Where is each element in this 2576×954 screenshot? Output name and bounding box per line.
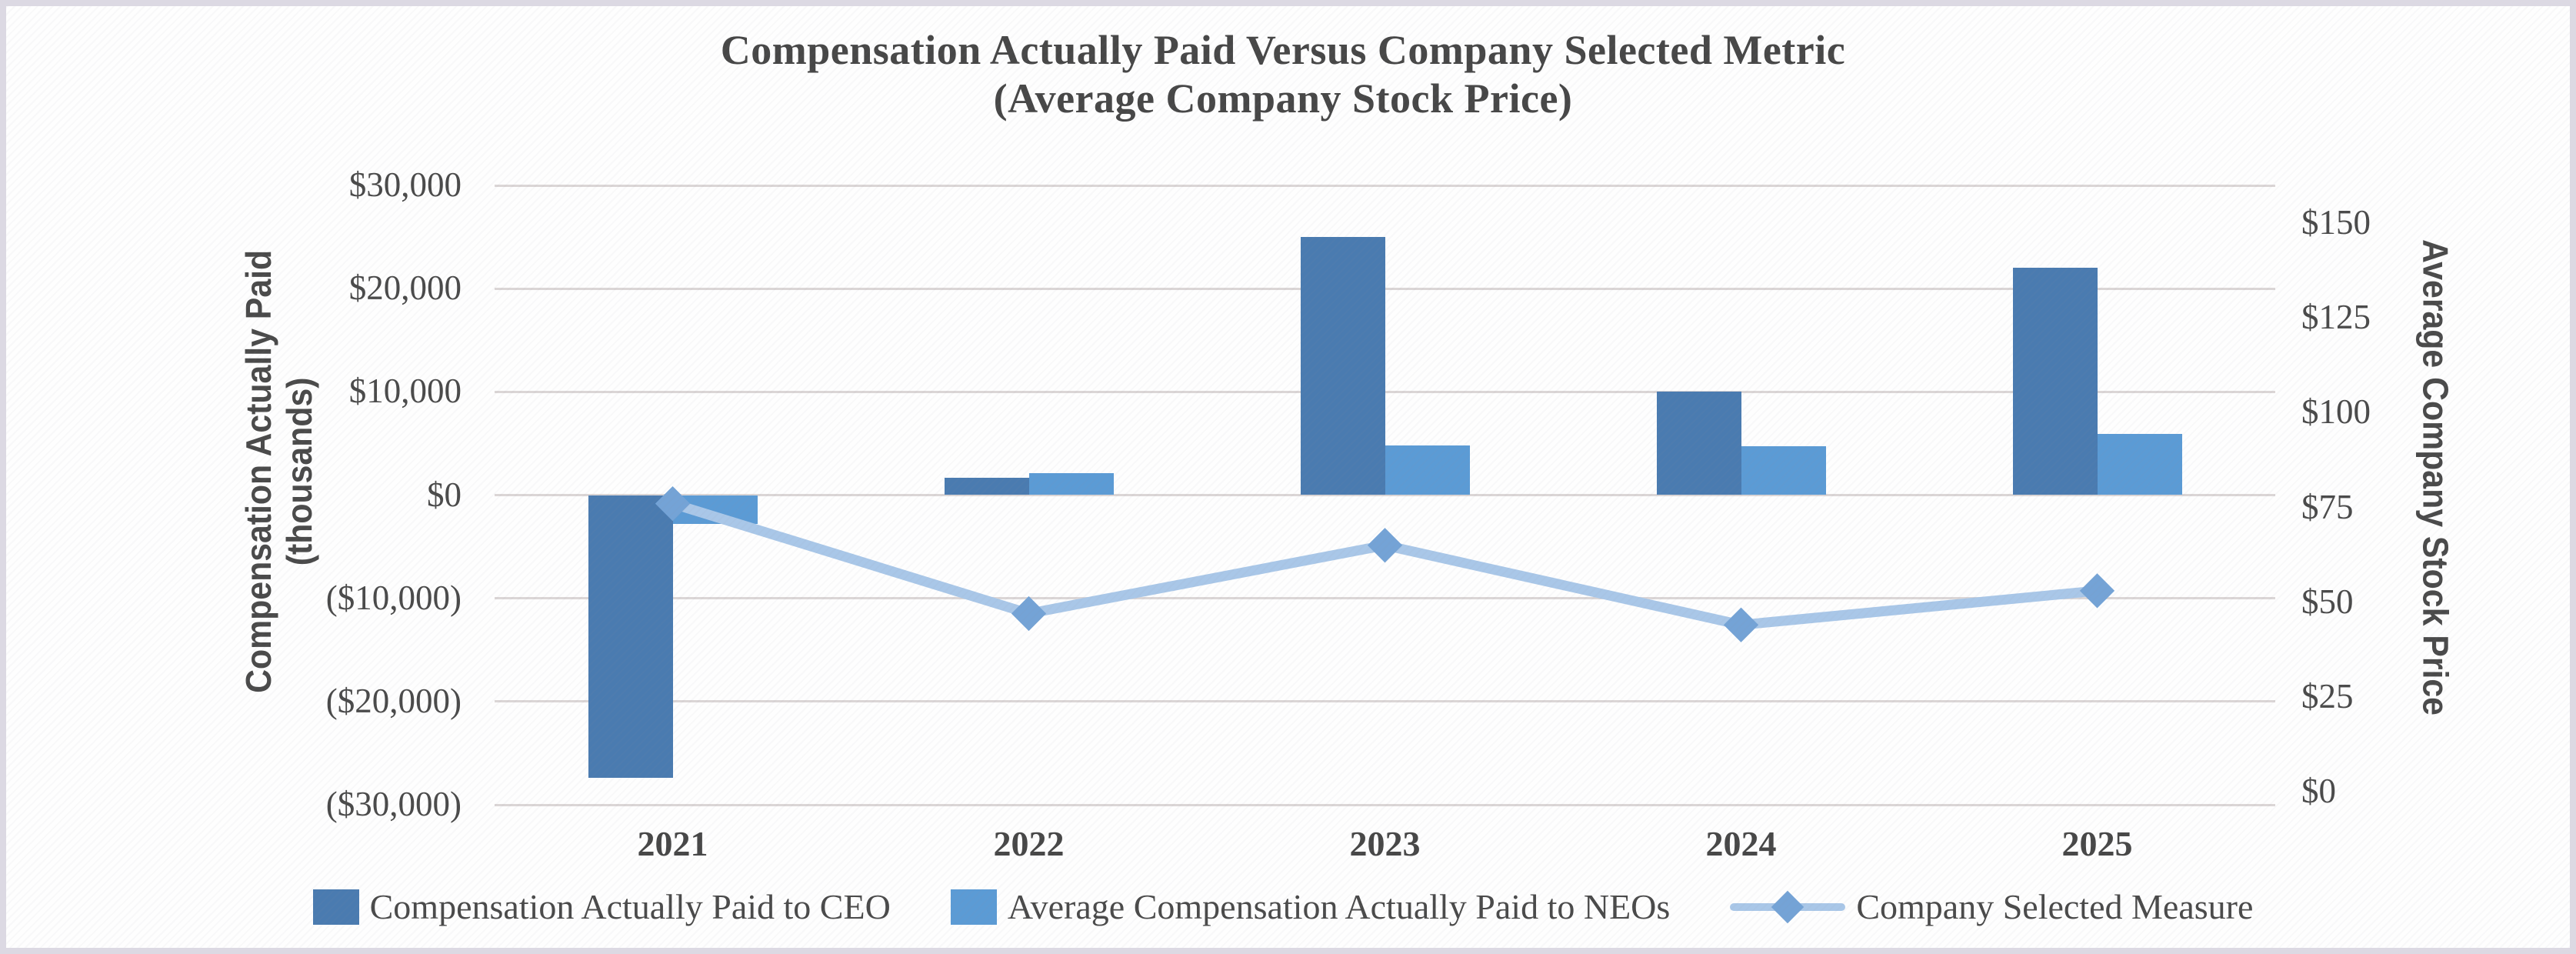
gridline (495, 494, 2275, 496)
gridline (495, 287, 2275, 290)
legend-diamond-icon (1771, 890, 1805, 923)
left-axis-tick: $10,000 (348, 372, 462, 411)
bar-2021-neos (672, 495, 758, 525)
bar-2023-ceo (1300, 237, 1385, 495)
legend-item-0: Compensation Actually Paid to CEO (312, 886, 891, 927)
legend-item-2: Company Selected Measure (1730, 886, 2253, 927)
gridline (495, 184, 2275, 187)
x-axis-label: 2022 (993, 824, 1065, 863)
right-axis-tick-labels: $150 $125 $100 $75 $50 $25 $0 (2301, 6, 2570, 948)
right-axis-tick: $75 (2301, 487, 2354, 526)
line-marker-diamond (1723, 607, 1759, 642)
legend: Compensation Actually Paid to CEO Average… (6, 886, 2560, 927)
legend-swatch-line (1730, 890, 1846, 923)
chart-title: Compensation Actually Paid Versus Compan… (6, 26, 2560, 122)
legend-item-1: Average Compensation Actually Paid to NE… (950, 886, 1671, 927)
bar-2024-ceo (1656, 392, 1741, 495)
left-axis-tick: $30,000 (348, 165, 462, 204)
left-axis-tick: ($10,000) (325, 578, 462, 617)
right-axis-tick: $0 (2301, 771, 2336, 810)
bar-2023-neos (1385, 445, 1470, 495)
legend-swatch-ceo-bar (312, 889, 359, 925)
legend-label-0: Compensation Actually Paid to CEO (369, 887, 891, 926)
left-axis-tick-labels: $30,000 $20,000 $10,000 $0 ($10,000) ($20,000… (6, 6, 462, 948)
left-axis-tick: ($20,000) (325, 681, 462, 720)
line-marker-diamond (1011, 595, 1047, 632)
x-axis-label: 2024 (1705, 824, 1777, 863)
right-axis-tick: $50 (2301, 582, 2354, 621)
bar-2021-ceo (588, 495, 673, 779)
gridline (495, 390, 2275, 393)
left-axis-tick: $20,000 (348, 269, 462, 308)
left-axis-tick: ($30,000) (325, 784, 462, 823)
bar-2024-neos (1741, 446, 1826, 495)
company-selected-measure-line (668, 499, 2102, 630)
chart-title-line1: Compensation Actually Paid Versus Compan… (720, 27, 1846, 73)
left-axis-tick: $0 (427, 475, 462, 514)
line-marker-diamond (1367, 528, 1403, 563)
gridline (495, 597, 2275, 600)
right-axis-tick: $150 (2301, 202, 2371, 242)
legend-swatch-neos-bar (950, 889, 997, 925)
bar-2025-neos (2097, 434, 2182, 495)
x-axis-label: 2021 (637, 824, 708, 863)
bar-2022-neos (1028, 473, 1114, 495)
right-axis-tick: $25 (2301, 676, 2354, 716)
line-marker-diamond (2079, 573, 2115, 609)
x-axis-label: 2025 (2061, 824, 2133, 863)
x-axis-label: 2023 (1349, 824, 1421, 863)
right-axis-tick: $100 (2301, 392, 2371, 432)
legend-label-1: Average Compensation Actually Paid to NE… (1007, 887, 1671, 926)
legend-label-2: Company Selected Measure (1856, 887, 2254, 926)
chart-title-line2: (Average Company Stock Price) (993, 75, 1573, 122)
right-axis-tick: $125 (2301, 298, 2371, 337)
bar-2025-ceo (2012, 268, 2098, 495)
gridline (495, 803, 2275, 806)
gridline (495, 700, 2275, 703)
bar-2022-ceo (944, 477, 1029, 495)
